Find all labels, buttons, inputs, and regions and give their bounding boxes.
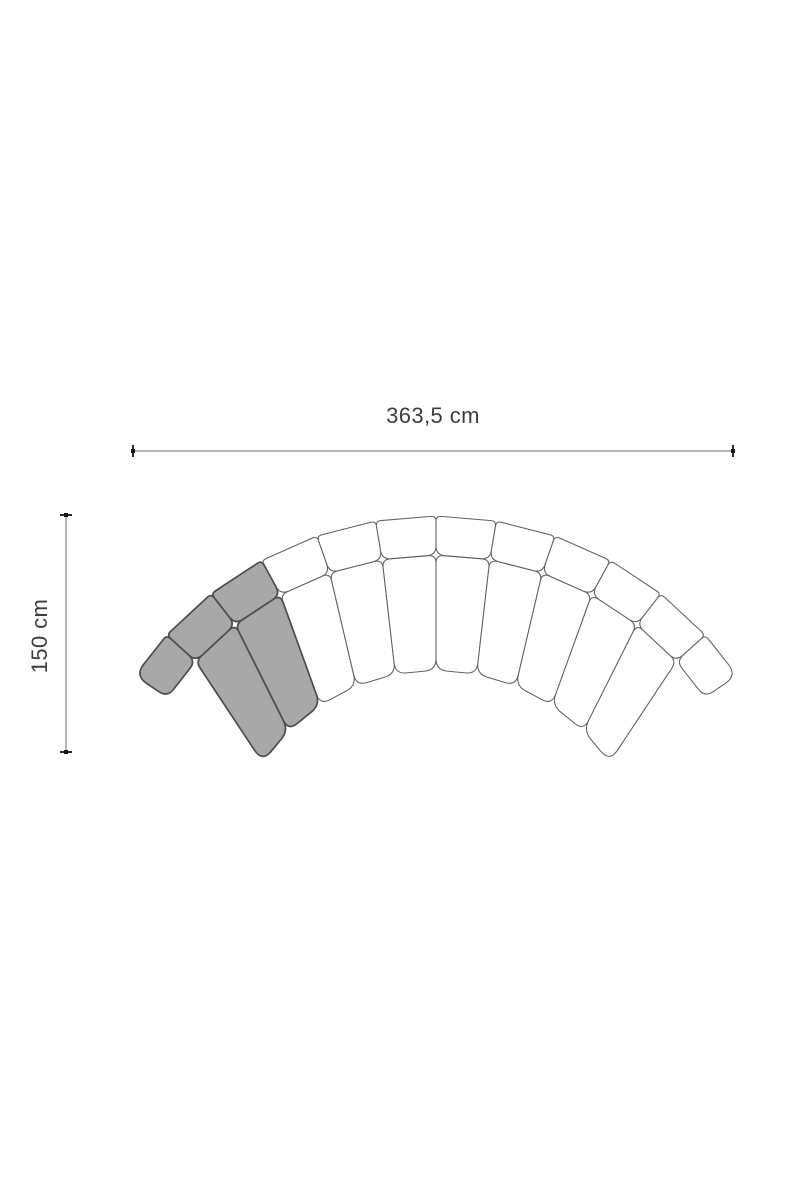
width-dimension-line (131, 445, 735, 457)
backrest-segment (678, 636, 733, 695)
highlighted-backrest-segment (212, 561, 279, 623)
highlighted-seat-module (236, 596, 319, 728)
highlighted-modules-group (139, 561, 319, 758)
width-dimension-label: 363,5 cm (386, 403, 480, 428)
backrest-segment (435, 515, 497, 560)
width-dimension-start-dot (131, 449, 135, 453)
height-dimension-end-dot (64, 750, 68, 754)
height-dimension-line (60, 513, 72, 754)
width-dimension-end-dot (731, 449, 735, 453)
height-dimension-start-dot (64, 513, 68, 517)
backrest-segment (375, 515, 437, 560)
sofa-modules-group (262, 515, 733, 757)
seat-module (585, 627, 675, 757)
